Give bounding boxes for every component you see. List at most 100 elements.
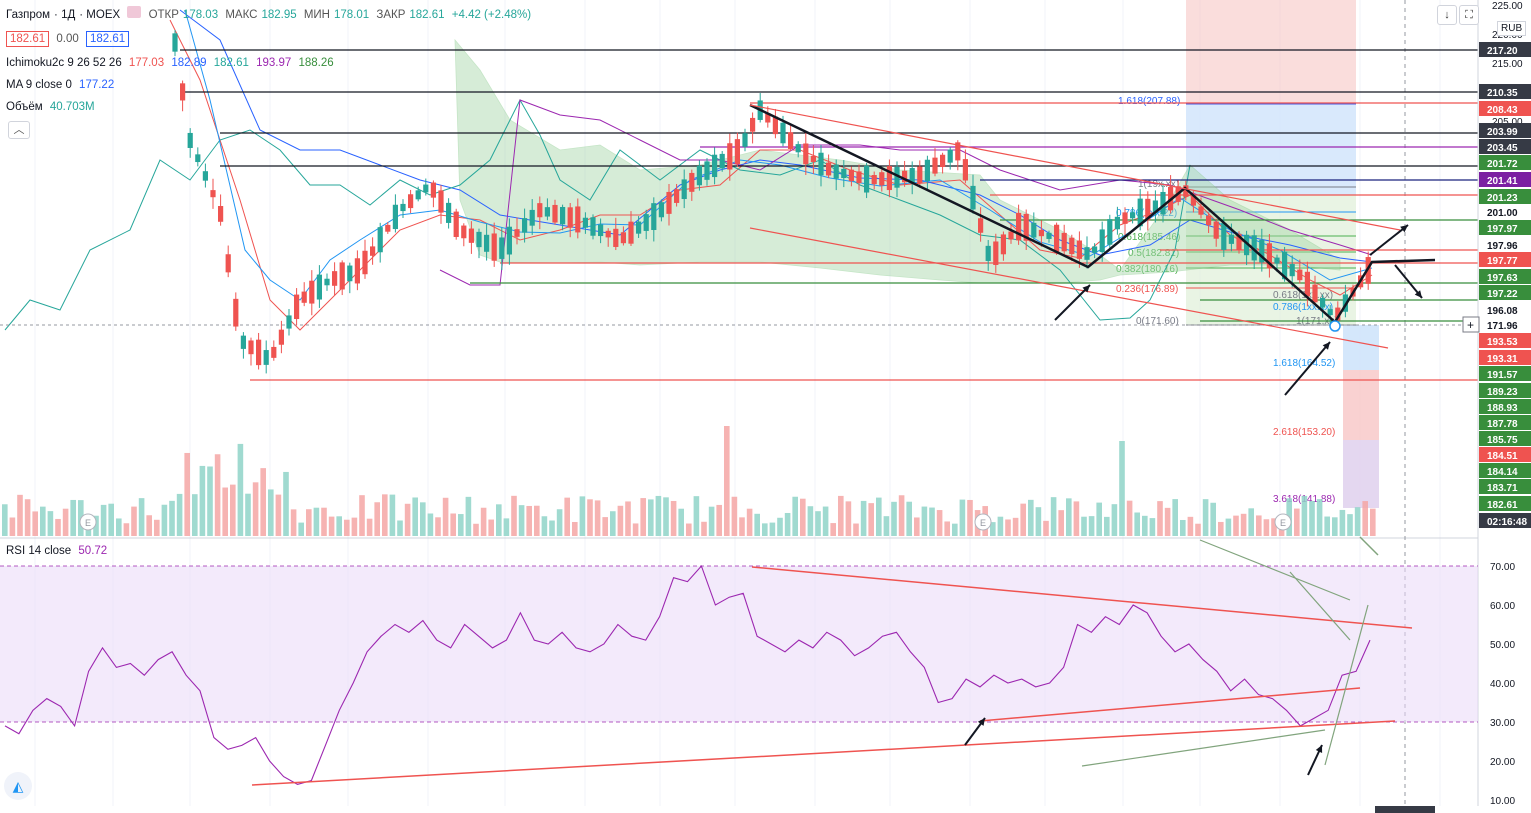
volume-bar-60 — [458, 514, 464, 536]
candle-body-142 — [1251, 235, 1257, 261]
rsi-band — [0, 566, 1478, 722]
volume-bar-61 — [465, 496, 472, 536]
volume-bar-31 — [237, 443, 244, 536]
price-tag-bg-6 — [1479, 172, 1531, 187]
currency-label[interactable]: RUB — [1497, 21, 1527, 36]
high-value: 182.95 — [261, 9, 297, 21]
symbol-header: Газпром · 1Д · MOEX ОТКР 178.03 МАКС 182.95 … — [6, 6, 535, 21]
candle-body-136 — [1206, 215, 1212, 226]
candle-body-27 — [377, 227, 383, 253]
volume-bar-39 — [298, 522, 304, 536]
ichimoku-value-4: 193.97 — [256, 57, 292, 69]
candle-body-7 — [225, 254, 231, 273]
volume-bar-112 — [853, 523, 859, 536]
candle-body-1 — [180, 83, 186, 101]
volume-bar-55 — [420, 502, 426, 536]
price-tag-bg-7 — [1479, 189, 1531, 204]
trend-drawings — [749, 103, 1436, 556]
volume-bar-136 — [1035, 507, 1042, 536]
candle-body-147 — [1289, 264, 1295, 277]
candle-body-133 — [1183, 185, 1189, 197]
volume-bar-153 — [1164, 507, 1171, 536]
candle-body-26 — [370, 246, 376, 256]
interval-label[interactable]: 1Д — [61, 9, 76, 21]
ma-legend[interactable]: MA 9 close 0 177.22 — [6, 79, 118, 91]
ask-box[interactable]: 182.61 — [85, 31, 130, 47]
volume-bar-148 — [1126, 500, 1133, 536]
candle-body-69 — [696, 165, 702, 186]
price-tag-9: 197.97 — [1487, 224, 1518, 235]
price-tag-bg-14 — [1479, 302, 1531, 317]
volume-bar-108 — [822, 506, 829, 536]
candle-body-140 — [1236, 233, 1242, 251]
low-label: МИН — [303, 9, 330, 21]
volume-bar-110 — [838, 495, 844, 536]
volume-bar-98 — [746, 508, 753, 536]
candle-body-54 — [582, 217, 588, 228]
volume-bar-91 — [693, 496, 700, 536]
tradingview-logo-icon[interactable]: ◭ — [4, 772, 32, 800]
price-tag-27: 02:16:48 — [1487, 517, 1527, 528]
volume-bar-141 — [1073, 501, 1080, 536]
candle-body-19 — [316, 274, 322, 300]
fullscreen-icon[interactable]: ⛶ — [1459, 5, 1479, 25]
candle-body-58 — [613, 228, 619, 247]
price-tick-2: 215.00 — [1492, 59, 1523, 70]
volume-bar-14 — [108, 503, 114, 536]
rsi-label: RSI 14 close — [6, 545, 72, 557]
fib-zone-ext-blue — [1343, 325, 1379, 370]
candle-body-149 — [1304, 271, 1310, 297]
volume-bar-87 — [663, 497, 669, 536]
down-arrow-icon[interactable]: ↓ — [1437, 5, 1457, 25]
candle-body-150 — [1312, 284, 1318, 303]
price-tag-bg-25 — [1479, 479, 1531, 494]
open-value: 178.03 — [182, 9, 219, 21]
volume-bar-177 — [1347, 514, 1353, 536]
volume-bar-133 — [1012, 517, 1019, 536]
rsi-resistance-line — [751, 566, 1413, 629]
candle-body-67 — [681, 179, 687, 200]
volume-bar-132 — [1005, 519, 1011, 536]
candle-body-117 — [1061, 232, 1067, 252]
volume-bar-22 — [169, 500, 175, 536]
volume-bar-44 — [336, 516, 342, 536]
candle-body-88 — [841, 168, 847, 179]
volume-bar-54 — [412, 497, 418, 536]
ichimoku-legend[interactable]: Ichimoku2c 9 26 52 26 177.03 182.89 182.… — [6, 57, 338, 69]
volume-bar-4 — [32, 511, 38, 536]
price-tag-14: 196.08 — [1487, 306, 1518, 317]
candle-body-96 — [902, 170, 908, 183]
price-tag-3: 203.99 — [1487, 127, 1518, 138]
rsi-legend[interactable]: RSI 14 close 50.72 — [6, 545, 111, 557]
price-tag-bg-24 — [1479, 463, 1531, 478]
candle-body-38 — [461, 225, 467, 239]
collapse-icon[interactable]: ︿ — [8, 121, 30, 139]
exchange-label: MOEX — [86, 9, 121, 21]
volume-bar-121 — [921, 506, 928, 536]
price-tag-bg-21 — [1479, 415, 1531, 430]
volume-bar-155 — [1180, 519, 1186, 536]
volume-bar-152 — [1157, 501, 1163, 536]
price-tag-bg-26 — [1479, 496, 1531, 511]
plus-icon — [1462, 316, 1480, 333]
rsi-pane: 70.00 60.00 50.00 40.00 30.00 20.00 10.00 — [0, 539, 1531, 813]
volume-bar-76 — [579, 496, 586, 536]
earnings-label-2: E — [1280, 518, 1286, 528]
price-tag-bg-0 — [1479, 42, 1531, 57]
candle-body-14 — [278, 329, 284, 345]
volume-bar-58 — [442, 497, 449, 536]
volume-legend[interactable]: Объём 40.703M — [6, 101, 99, 113]
volume-bar-24 — [184, 452, 190, 536]
bid-box[interactable]: 182.61 — [6, 31, 50, 47]
price-tag-bg-20 — [1479, 399, 1531, 414]
price-tag-16: 193.53 — [1487, 337, 1518, 348]
candle-body-25 — [362, 250, 368, 275]
symbol-name[interactable]: Газпром — [6, 9, 51, 21]
volume-bar-84 — [640, 498, 646, 536]
candle-body-28 — [385, 224, 391, 232]
price-tag-bg-15 — [1479, 317, 1531, 332]
volume-bar-172 — [1309, 501, 1315, 536]
candle-body-62 — [643, 214, 649, 231]
